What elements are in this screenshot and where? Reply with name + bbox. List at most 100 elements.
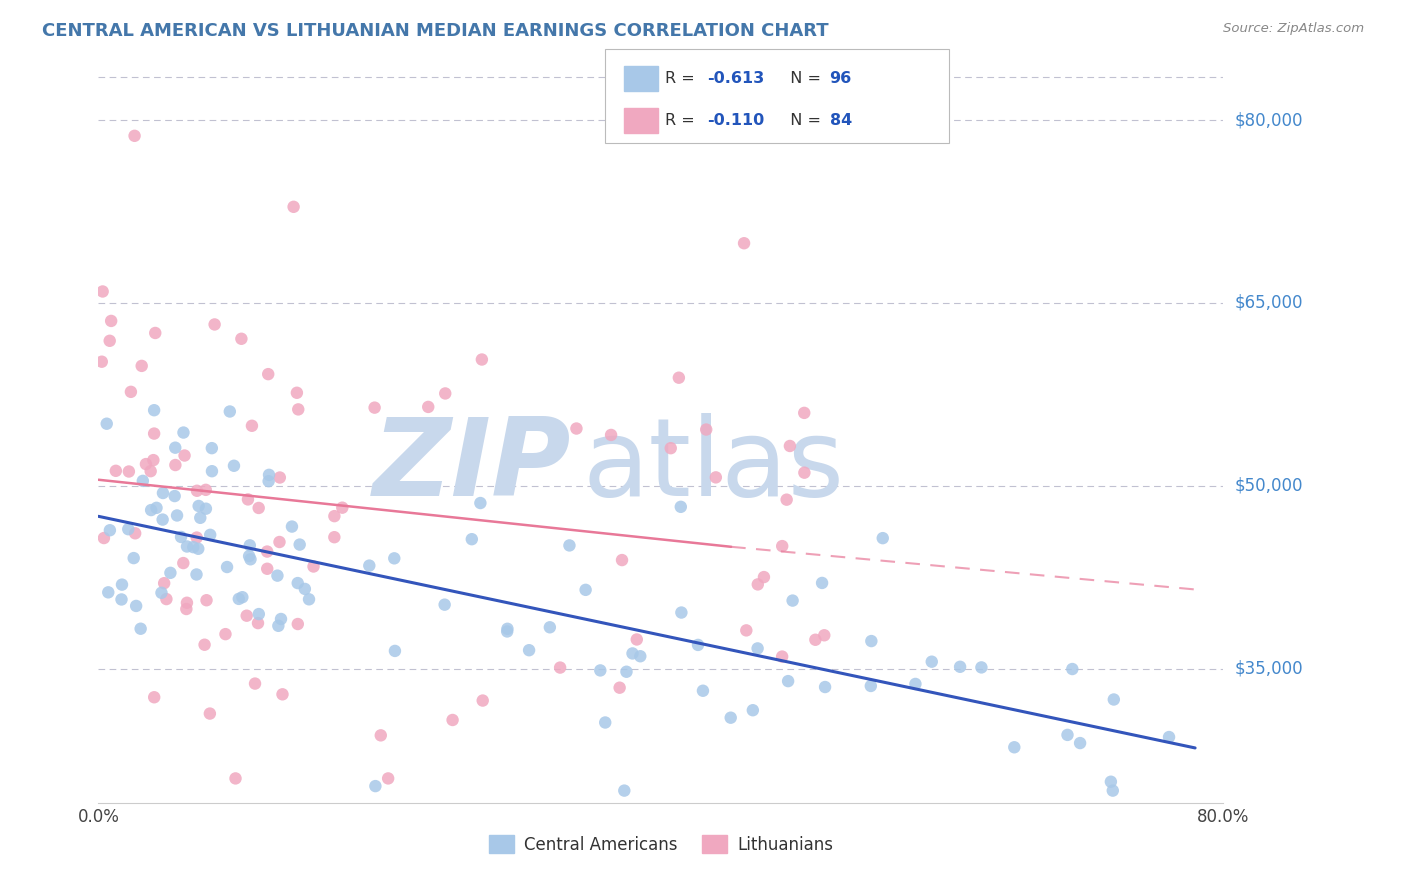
- Point: [271, 687, 294, 701]
- Point: [1056, 728, 1078, 742]
- Point: [269, 535, 291, 549]
- Point: [194, 483, 217, 497]
- Point: [143, 426, 166, 441]
- Point: [302, 559, 325, 574]
- Point: [98, 334, 121, 348]
- Point: [517, 643, 540, 657]
- Point: [186, 531, 208, 545]
- Point: [100, 314, 122, 328]
- Point: [269, 470, 291, 484]
- Point: [143, 403, 166, 417]
- Point: [793, 406, 815, 420]
- Point: [671, 606, 693, 620]
- Point: [215, 560, 238, 574]
- Text: $50,000: $50,000: [1234, 477, 1303, 495]
- Text: CENTRAL AMERICAN VS LITHUANIAN MEDIAN EARNINGS CORRELATION CHART: CENTRAL AMERICAN VS LITHUANIAN MEDIAN EA…: [42, 22, 828, 40]
- Text: $80,000: $80,000: [1234, 112, 1303, 129]
- Point: [589, 664, 612, 678]
- Point: [96, 417, 118, 431]
- Point: [125, 599, 148, 613]
- Point: [1099, 774, 1122, 789]
- Point: [621, 647, 644, 661]
- Point: [170, 530, 193, 544]
- Point: [628, 649, 651, 664]
- Point: [231, 591, 253, 605]
- Point: [142, 453, 165, 467]
- Point: [804, 632, 827, 647]
- Point: [218, 404, 240, 418]
- Point: [287, 402, 309, 417]
- Point: [782, 593, 804, 607]
- Point: [143, 690, 166, 705]
- Point: [565, 421, 588, 435]
- Text: $35,000: $35,000: [1234, 660, 1303, 678]
- Point: [91, 285, 114, 299]
- Point: [1157, 730, 1180, 744]
- Point: [686, 638, 709, 652]
- Point: [1062, 662, 1084, 676]
- Point: [433, 598, 456, 612]
- Point: [793, 466, 815, 480]
- Text: atlas: atlas: [582, 413, 844, 519]
- Point: [222, 458, 245, 473]
- Point: [384, 644, 406, 658]
- Point: [813, 628, 835, 642]
- Point: [247, 500, 270, 515]
- Point: [752, 570, 775, 584]
- Point: [283, 200, 305, 214]
- Point: [872, 531, 894, 545]
- Text: N =: N =: [780, 113, 827, 128]
- Text: R =: R =: [665, 71, 700, 86]
- Point: [323, 509, 346, 524]
- Point: [668, 370, 690, 384]
- Text: Source: ZipAtlas.com: Source: ZipAtlas.com: [1223, 22, 1364, 36]
- Point: [231, 332, 253, 346]
- Point: [111, 577, 134, 591]
- Point: [364, 779, 387, 793]
- Point: [93, 531, 115, 545]
- Text: 96: 96: [830, 71, 852, 86]
- Point: [173, 449, 195, 463]
- Point: [970, 660, 993, 674]
- Text: ZIP: ZIP: [373, 413, 571, 519]
- Point: [704, 470, 727, 484]
- Point: [131, 359, 153, 373]
- Point: [285, 385, 308, 400]
- Point: [204, 318, 226, 332]
- Point: [770, 539, 793, 553]
- Point: [775, 492, 797, 507]
- Point: [496, 622, 519, 636]
- Point: [626, 632, 648, 647]
- Point: [110, 592, 132, 607]
- Point: [188, 511, 211, 525]
- Point: [155, 592, 177, 607]
- Point: [186, 483, 208, 498]
- Point: [1002, 740, 1025, 755]
- Point: [256, 562, 278, 576]
- Point: [225, 772, 247, 786]
- Point: [166, 508, 188, 523]
- Point: [228, 591, 250, 606]
- Text: R =: R =: [665, 113, 700, 128]
- Point: [382, 551, 405, 566]
- Point: [132, 474, 155, 488]
- Point: [195, 593, 218, 607]
- Point: [176, 596, 198, 610]
- Point: [246, 616, 269, 631]
- Point: [1101, 783, 1123, 797]
- Point: [187, 499, 209, 513]
- Point: [165, 458, 187, 472]
- Point: [172, 425, 194, 440]
- Point: [194, 501, 217, 516]
- Point: [859, 679, 882, 693]
- Point: [201, 441, 224, 455]
- Point: [600, 428, 623, 442]
- Point: [461, 532, 484, 546]
- Point: [609, 681, 631, 695]
- Point: [1102, 692, 1125, 706]
- Point: [548, 660, 571, 674]
- Point: [363, 401, 385, 415]
- Point: [434, 386, 457, 401]
- Point: [124, 128, 146, 143]
- Point: [247, 607, 270, 621]
